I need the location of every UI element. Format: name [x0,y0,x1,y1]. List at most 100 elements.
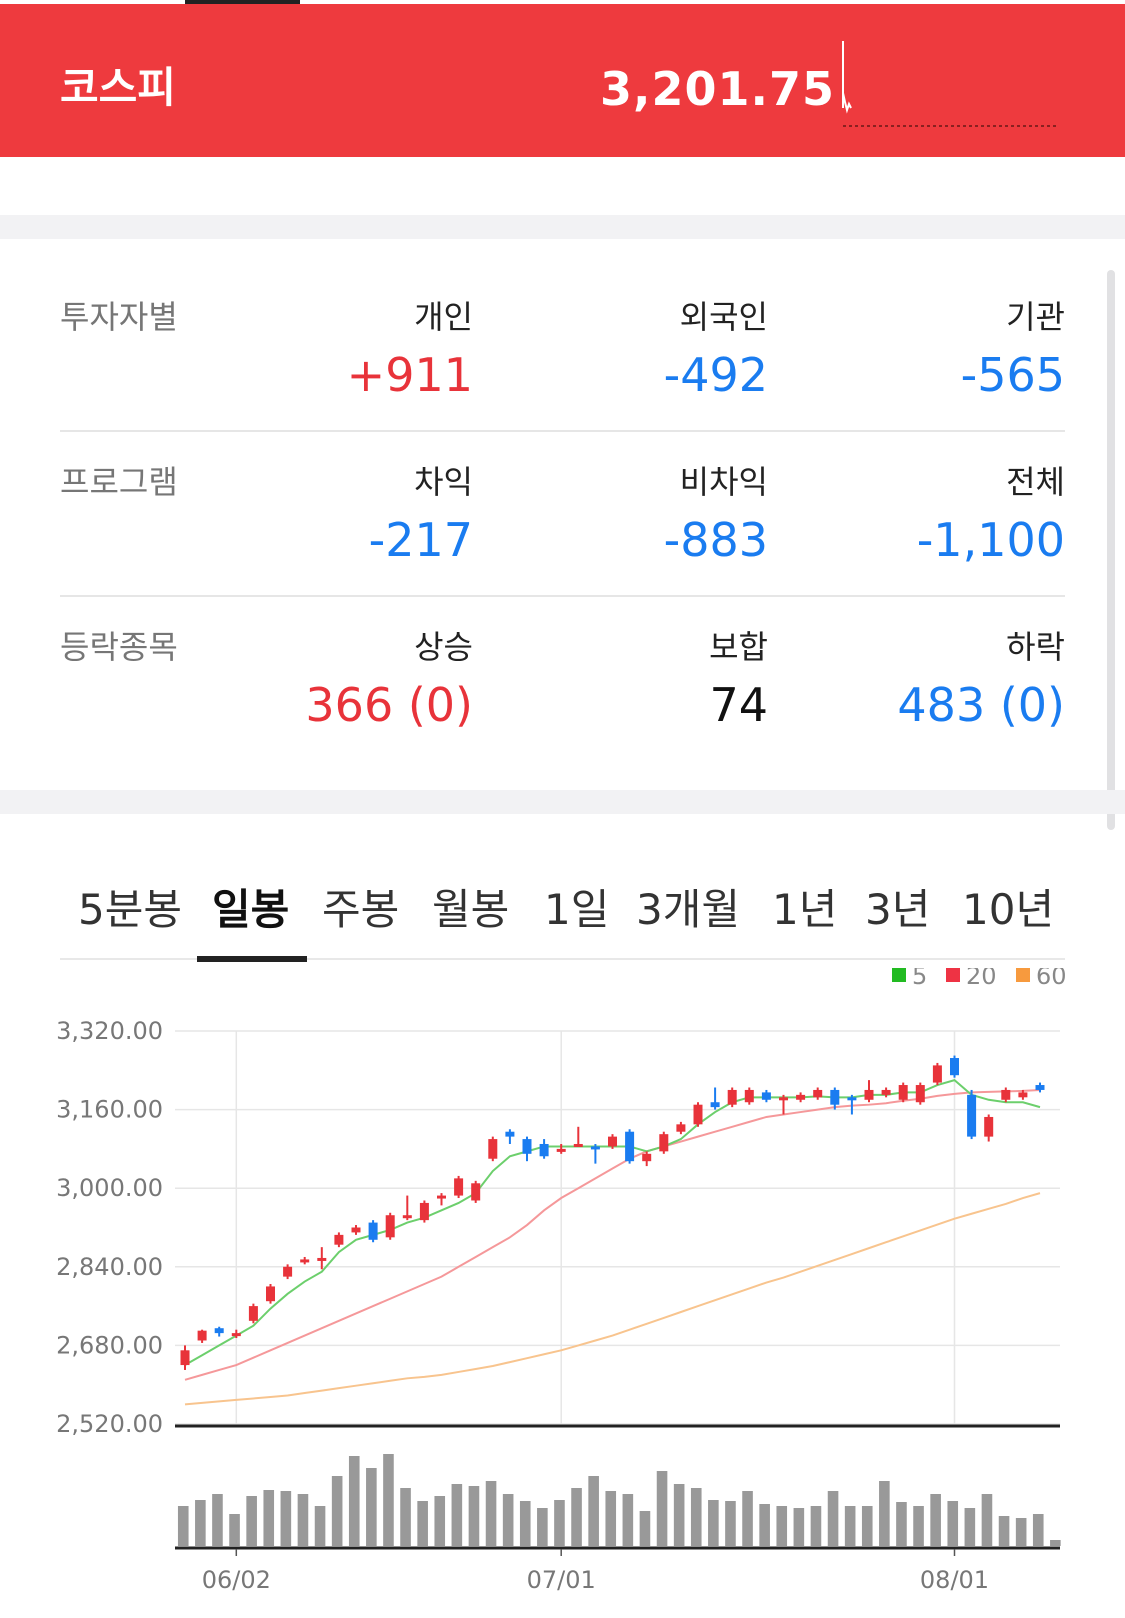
cell-institution: 기관 -565 [865,292,1065,402]
volume-bar [673,1484,685,1546]
legend-label: 20 [966,968,997,990]
candle-body [590,1146,600,1150]
volume-bar [1015,1518,1027,1546]
ma60-line [184,1192,1041,1406]
cell-value: +911 [346,348,473,402]
x-tick-label: 06/02 [202,1566,271,1594]
y-tick-label: 2,520.00 [56,1410,163,1438]
candle-body [727,1089,737,1105]
row-label: 투자자별 [60,298,178,336]
cell-key: 하락 [1006,628,1065,666]
y-tick-label: 3,320.00 [56,1017,163,1045]
volume-bar [366,1468,377,1546]
cell-key: 차익 [414,463,473,501]
ma5-line [184,1079,1041,1366]
tab-weekly[interactable]: 주봉 [322,885,400,934]
volume-bar [998,1516,1010,1546]
y-tick-label: 3,000.00 [56,1174,163,1202]
x-tick-label: 07/01 [527,1566,596,1594]
candle-body [915,1085,925,1103]
candle-body [231,1333,241,1337]
candle-body [932,1065,942,1083]
tab-10year[interactable]: 10년 [962,885,1055,934]
candle-body [830,1089,840,1105]
candle-body [454,1178,464,1196]
volume-bar [964,1508,976,1546]
candle-body [779,1097,788,1101]
candle-body [984,1116,994,1137]
y-tick-label: 2,680.00 [56,1331,163,1359]
volume-bar [913,1506,924,1546]
candle-body [967,1094,977,1137]
cell-value: -565 [960,348,1065,402]
candle-body [642,1153,652,1162]
candle-body [625,1131,635,1162]
volume-bar [468,1486,480,1546]
tab-5min[interactable]: 5분봉 [78,885,183,934]
candle-body [317,1257,327,1261]
volume-bar [639,1511,651,1546]
row-divider [60,595,1065,597]
cell-unchanged: 보합 74 [568,622,768,732]
candle-body [950,1058,959,1076]
tabs-baseline [60,958,1065,960]
cell-value: -217 [368,513,473,567]
cell-value: -492 [663,348,768,402]
index-header[interactable]: 코스피 3,201.75 [0,4,1125,157]
candle-body [488,1139,498,1159]
y-tick-label: 3,160.00 [56,1096,163,1124]
candle-body [283,1266,293,1277]
tab-3year[interactable]: 3년 [865,885,931,934]
tab-1day[interactable]: 1일 [544,885,610,934]
volume-bar [314,1506,326,1546]
candle-body [847,1097,857,1101]
advance-decline-row: 등락종목 상승 366 (0) 보합 74 하락 483 (0) [60,592,1065,757]
volume-bar [879,1481,890,1546]
candle-body [437,1195,446,1199]
legend-label: 60 [1036,968,1067,990]
candle-body [266,1286,275,1302]
candle-body [248,1306,258,1321]
volume-bar [280,1491,292,1546]
volume-bar [348,1456,360,1546]
volume-bar [827,1491,839,1546]
tab-monthly[interactable]: 월봉 [432,885,510,934]
candle-body [813,1089,823,1098]
volume-bar [177,1506,189,1546]
cell-individual: 개인 +911 [273,292,473,402]
volume-bar [776,1506,788,1546]
tab-3month[interactable]: 3개월 [636,885,741,934]
volume-bar [451,1484,463,1546]
volume-bar [263,1490,275,1546]
scrollbar[interactable] [1107,270,1115,830]
candle-body [471,1183,481,1201]
volume-bar [554,1500,565,1546]
candle-body [761,1092,771,1100]
volume-bar [588,1476,599,1546]
tab-1year[interactable]: 1년 [772,885,838,934]
cell-key: 외국인 [679,298,768,336]
candle-body [539,1143,549,1157]
candle-body [710,1102,720,1108]
volume-bar [571,1488,582,1546]
volume-bar [810,1506,822,1546]
volume-bar [485,1481,497,1546]
candlestick-chart[interactable]: 3,320.00 3,160.00 3,000.00 2,840.00 2,680.00… [0,968,1125,1618]
tab-daily[interactable]: 일봉 [212,885,290,934]
candle-body [300,1259,310,1263]
candle-body [334,1234,344,1245]
intraday-sparkline [842,41,1057,127]
legend-swatch [892,968,906,982]
volume-bar [759,1504,770,1546]
cell-decline: 하락 483 (0) [865,622,1065,732]
volume-bar [622,1494,634,1546]
volume-bar [331,1476,343,1546]
volume-bar [537,1508,548,1546]
candle-body [368,1222,378,1240]
candle-body [744,1089,754,1103]
legend-label: 5 [912,968,927,990]
cell-value: -1,100 [916,513,1065,567]
candle-body [385,1215,395,1238]
candle-body [864,1089,874,1100]
legend-swatch [1016,968,1030,982]
